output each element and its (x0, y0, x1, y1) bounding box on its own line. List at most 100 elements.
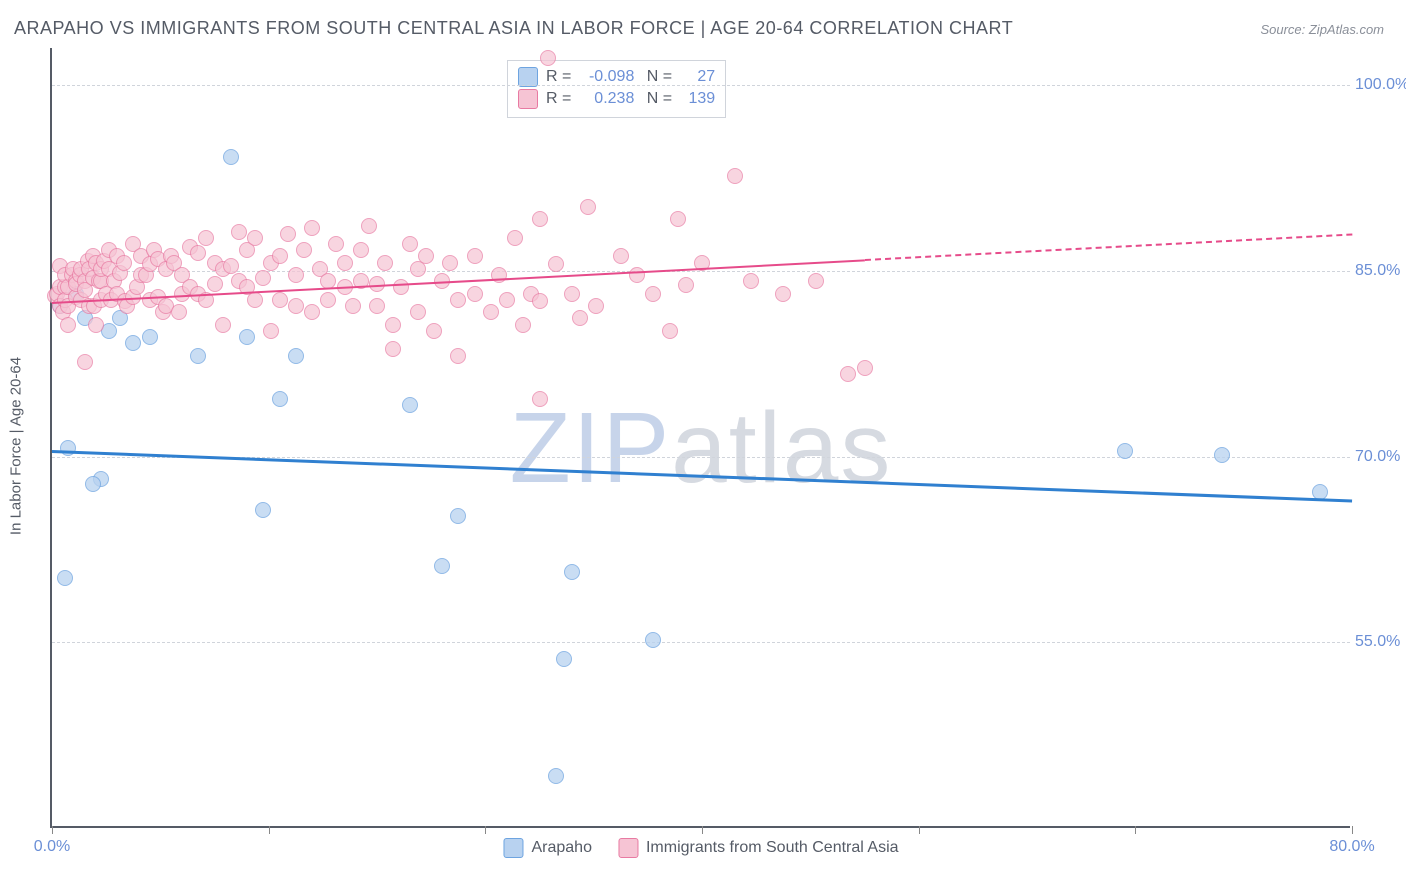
stat-value-r: -0.098 (579, 68, 634, 86)
data-point (60, 317, 76, 333)
data-point (288, 348, 304, 364)
data-point (272, 292, 288, 308)
data-point (572, 310, 588, 326)
data-point (231, 224, 247, 240)
data-point (1214, 447, 1230, 463)
data-point (418, 248, 434, 264)
y-tick-label: 85.0% (1355, 262, 1406, 280)
data-point (320, 292, 336, 308)
data-point (515, 317, 531, 333)
stat-value-r: 0.238 (579, 90, 634, 108)
data-point (171, 304, 187, 320)
data-point (613, 248, 629, 264)
data-point (588, 298, 604, 314)
data-point (1117, 443, 1133, 459)
gridline (52, 271, 1350, 272)
data-point (345, 298, 361, 314)
legend-label: Immigrants from South Central Asia (646, 839, 899, 857)
x-tick (1352, 826, 1353, 834)
data-point (60, 440, 76, 456)
data-point (361, 218, 377, 234)
data-point (727, 168, 743, 184)
data-point (678, 277, 694, 293)
data-point (434, 558, 450, 574)
data-point (564, 564, 580, 580)
data-point (556, 651, 572, 667)
legend-item: Arapaho (503, 838, 592, 858)
legend-label: Arapaho (531, 839, 592, 857)
stat-value-n: 139 (680, 90, 715, 108)
data-point (272, 248, 288, 264)
trend-line (52, 450, 1352, 503)
data-point (353, 242, 369, 258)
x-tick (269, 826, 270, 834)
x-tick (485, 826, 486, 834)
data-point (402, 397, 418, 413)
stats-swatch (518, 89, 538, 109)
y-axis-label: In Labor Force | Age 20-64 (8, 357, 25, 535)
data-point (548, 768, 564, 784)
x-tick (1135, 826, 1136, 834)
data-point (125, 335, 141, 351)
watermark: ZIPatlas (510, 391, 893, 506)
data-point (499, 292, 515, 308)
data-point (450, 348, 466, 364)
source-attribution: Source: ZipAtlas.com (1260, 22, 1384, 37)
trend-line (864, 234, 1352, 262)
gridline (52, 642, 1350, 643)
data-point (328, 236, 344, 252)
stats-row: R = 0.238 N = 139 (518, 89, 715, 109)
data-point (296, 242, 312, 258)
data-point (426, 323, 442, 339)
gridline (52, 85, 1350, 86)
data-point (532, 391, 548, 407)
data-point (743, 273, 759, 289)
data-point (450, 508, 466, 524)
data-point (393, 279, 409, 295)
data-point (775, 286, 791, 302)
stat-label-r: R = (546, 90, 571, 108)
data-point (532, 211, 548, 227)
x-tick-label: 0.0% (34, 838, 70, 856)
data-point (223, 258, 239, 274)
data-point (808, 273, 824, 289)
data-point (540, 50, 556, 66)
data-point (247, 292, 263, 308)
data-point (564, 286, 580, 302)
data-point (255, 270, 271, 286)
chart-plot-area: ZIPatlas R =-0.098 N =27R =0.238 N =139 … (50, 48, 1350, 828)
data-point (645, 286, 661, 302)
data-point (272, 391, 288, 407)
data-point (857, 360, 873, 376)
data-point (207, 276, 223, 292)
legend-item: Immigrants from South Central Asia (618, 838, 899, 858)
data-point (304, 304, 320, 320)
stats-row: R =-0.098 N =27 (518, 67, 715, 87)
data-point (548, 256, 564, 272)
data-point (288, 298, 304, 314)
data-point (239, 329, 255, 345)
data-point (190, 348, 206, 364)
data-point (385, 341, 401, 357)
stat-label-n: N = (642, 68, 672, 86)
correlation-stats-box: R = -0.098 N = 27 R = 0.238 N = 139 (507, 60, 726, 118)
data-point (369, 298, 385, 314)
data-point (57, 570, 73, 586)
data-point (223, 149, 239, 165)
data-point (215, 317, 231, 333)
x-tick (702, 826, 703, 834)
data-point (85, 476, 101, 492)
y-tick-label: 100.0% (1355, 76, 1406, 94)
data-point (662, 323, 678, 339)
stat-value-n: 27 (680, 68, 715, 86)
data-point (532, 293, 548, 309)
data-point (442, 255, 458, 271)
data-point (198, 230, 214, 246)
data-point (190, 245, 206, 261)
data-point (670, 211, 686, 227)
data-point (840, 366, 856, 382)
stat-label-n: N = (642, 90, 672, 108)
chart-title: ARAPAHO VS IMMIGRANTS FROM SOUTH CENTRAL… (14, 18, 1013, 39)
x-tick (52, 826, 53, 834)
data-point (385, 317, 401, 333)
